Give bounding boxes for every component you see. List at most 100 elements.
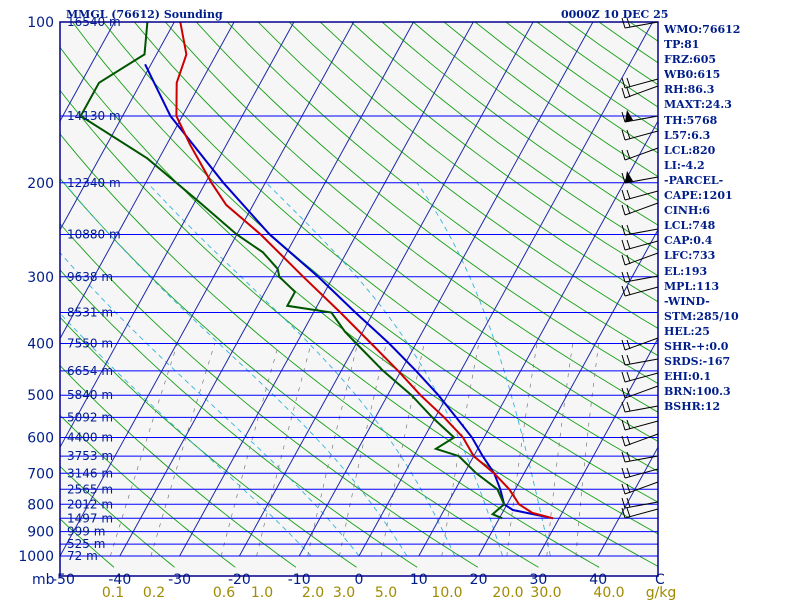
dry-adiabat-line (60, 46, 658, 535)
stats-panel: WMO:76612 TP:81 FRZ:605 WB0:615 RH:86.3 MAXT:… (664, 22, 800, 414)
wind-barb-staff (624, 147, 659, 161)
temperature-tick-label: 20 (470, 572, 488, 588)
stat-row: FRZ:605 (664, 53, 717, 67)
wind-barb-staff (624, 337, 659, 351)
pressure-tick-label: 300 (27, 270, 54, 286)
wind-barb (621, 451, 659, 463)
wind-barb-feather (626, 467, 631, 478)
wind-barb (621, 271, 659, 283)
wind-barb-feather (626, 149, 631, 160)
stat-row: L57:6.3 (664, 128, 711, 142)
wind-barb-feather (626, 419, 631, 430)
isotherm-line (298, 22, 594, 557)
wind-barb-feather (621, 271, 626, 283)
wind-barb-feather (621, 129, 626, 141)
pressure-tick-label: 1000 (18, 549, 54, 565)
wind-barb-staff (624, 190, 659, 201)
pressure-tick-label: 900 (27, 525, 54, 541)
wind-barb-feather (621, 507, 626, 519)
plot-background (60, 22, 658, 576)
dry-adiabat-line (319, 22, 658, 277)
wind-barb-pennant (625, 171, 633, 183)
wind-barb-feather (621, 254, 626, 266)
stat-row: -WIND- (664, 294, 710, 308)
stat-row: LFC:733 (664, 249, 716, 263)
dry-adiabat-line (60, 223, 479, 568)
wind-barb (621, 467, 659, 479)
wind-barb (621, 481, 659, 495)
dry-adiabat-line (257, 22, 658, 329)
wind-barb-feather (626, 435, 631, 446)
stat-row: SHR-+:0.0 (664, 339, 729, 353)
wind-barb-feather (626, 77, 631, 88)
wind-barb-feather (626, 17, 631, 28)
wind-barb-staff (624, 286, 659, 297)
wind-barb (621, 371, 659, 383)
height-label: 72 m (67, 549, 98, 563)
stat-row: WB0:615 (664, 68, 721, 82)
wind-barb (621, 507, 659, 519)
wind-barb-feather (621, 497, 626, 509)
stat-row: LI:-4.2 (664, 158, 705, 172)
wind-barb-feather (626, 339, 631, 350)
mixing-ratio-unit: g/kg (646, 585, 677, 600)
wind-barb-feather (626, 497, 631, 508)
wind-barb-staff (624, 176, 659, 184)
pressure-tick-label: 400 (27, 337, 54, 353)
wind-barb-feather (621, 483, 626, 495)
stat-row: EHI:0.1 (664, 370, 712, 384)
pressure-tick-label: 200 (27, 176, 54, 192)
wind-barb (621, 419, 659, 431)
pressure-tick-label: 800 (27, 497, 54, 513)
wind-barb-feather (621, 111, 626, 123)
stat-row: BRN:100.3 (664, 385, 731, 399)
height-label: 3753 m (67, 449, 113, 463)
wind-barb-feather (621, 224, 626, 236)
wind-barb-staff (624, 420, 659, 431)
pressure-tick-label: 100 (27, 15, 54, 31)
isotherm-line (179, 22, 474, 557)
wind-barb-staff (624, 372, 659, 383)
wind-barb (621, 401, 659, 413)
wind-barb-staff (624, 385, 659, 399)
stat-row: MAXT:24.3 (664, 98, 732, 112)
stat-row: TH:5768 (664, 113, 718, 127)
wind-barb (621, 171, 659, 184)
wind-barb-feather (626, 387, 631, 398)
stat-row: SRDS:-167 (664, 355, 731, 369)
wind-barb-staff (624, 481, 659, 495)
height-label: 6654 m (67, 364, 113, 378)
wind-barb-feather (626, 87, 631, 98)
wind-barb-staff (624, 501, 659, 509)
wind-barb-feather (626, 129, 631, 140)
wind-barb (621, 337, 659, 351)
wind-barb-feather (626, 285, 631, 296)
isotherm-line (478, 228, 658, 557)
wind-barb-feather (621, 467, 626, 479)
dry-adiabat-line (103, 22, 658, 472)
wind-barb-feather (621, 435, 626, 447)
dry-adiabat-line (60, 465, 175, 568)
wind-barb-staff (624, 252, 659, 266)
height-label: 8531 m (67, 306, 113, 320)
isotherm-line (60, 22, 295, 449)
mixing-ratio-label: 20.0 (492, 585, 523, 600)
wind-barb-staff (624, 240, 659, 251)
height-label: 5840 m (67, 388, 113, 402)
height-label: 9638 m (67, 270, 113, 284)
wind-barb-feather (621, 77, 626, 89)
dry-adiabat-line (288, 22, 658, 303)
pressure-tick-label: 700 (27, 466, 54, 482)
stat-row: BSHR:12 (664, 400, 721, 414)
wind-barb (621, 252, 659, 266)
wind-barb (621, 147, 659, 161)
dry-adiabat-line (60, 269, 418, 568)
temperature-profile-line (175, 22, 554, 520)
wind-barb-staff (624, 433, 659, 447)
station-title: MMGL (76612) Sounding (66, 8, 223, 21)
mixing-ratio-label: 5.0 (375, 585, 397, 600)
wind-barb-staff (624, 202, 659, 216)
plot-frame (59, 21, 659, 577)
wind-barb-feather (626, 224, 631, 235)
wind-barb-feather (621, 419, 626, 431)
